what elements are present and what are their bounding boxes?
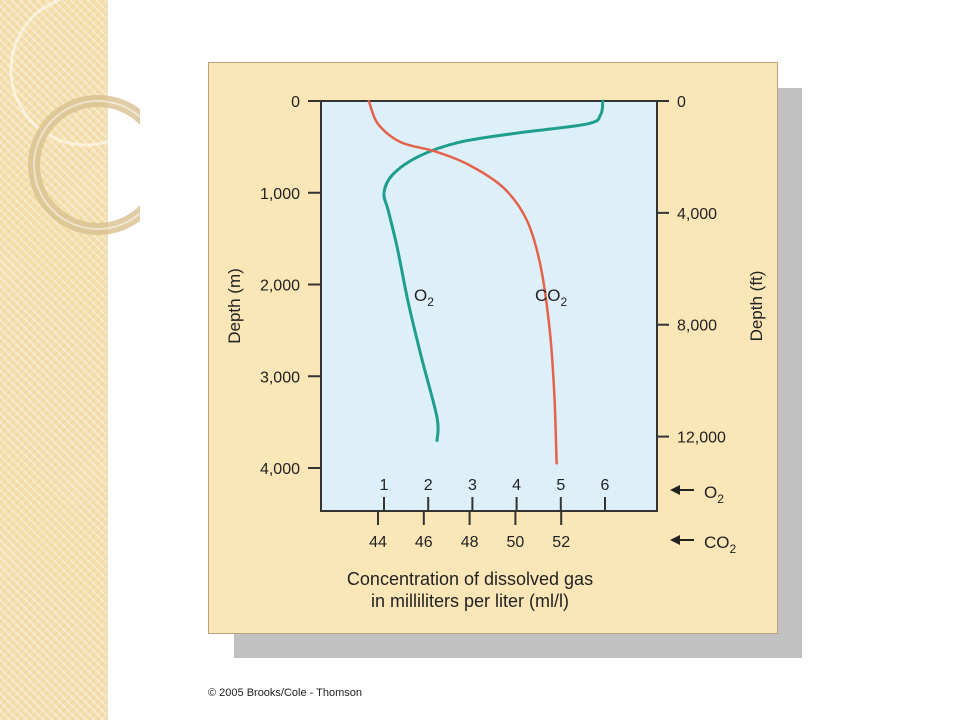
y-right-tick-label: 12,000: [677, 430, 726, 447]
o2-series-label: O2: [414, 286, 434, 309]
svg-text:O2: O2: [704, 483, 724, 506]
co2-series-line: [367, 99, 558, 465]
y-axis-right-title: Depth (ft): [747, 271, 766, 342]
y-left-tick-label: 3,000: [260, 369, 300, 386]
x-co2-tick-label: 46: [415, 534, 433, 551]
x-o2-tick-label: 5: [556, 477, 565, 494]
x-o2-tick-label: 6: [601, 477, 610, 494]
y-left-tick-label: 0: [291, 94, 300, 111]
y-right-tick-label: 4,000: [677, 206, 717, 223]
o2-axis-marker: O2: [670, 483, 724, 506]
x-axis-title-line2: in milliliters per liter (ml/l): [371, 591, 569, 611]
y-left-tick-label: 2,000: [260, 278, 300, 295]
x-co2-tick-label: 50: [507, 534, 525, 551]
y-axis-left-title: Depth (m): [225, 268, 244, 344]
x-o2-tick-label: 2: [424, 477, 433, 494]
o2-series-line: [382, 99, 605, 442]
y-left-tick-label: 1,000: [260, 186, 300, 203]
x-axis-title-line1: Concentration of dissolved gas: [347, 569, 593, 589]
x-o2-tick-label: 3: [468, 477, 477, 494]
plot-area: [320, 100, 658, 512]
stripe-divider: [106, 0, 108, 720]
co2-axis-marker: CO2: [670, 533, 737, 556]
x-o2-tick-label: 1: [380, 477, 389, 494]
y-right-tick-label: 0: [677, 94, 686, 111]
x-co2-tick-label: 48: [461, 534, 479, 551]
svg-text:CO2: CO2: [704, 533, 737, 556]
decorative-rings: [9, 0, 140, 235]
y-right-tick-label: 8,000: [677, 318, 717, 335]
co2-series-label: CO2: [535, 286, 568, 309]
x-co2-tick-label: 44: [369, 534, 387, 551]
copyright-credit: © 2005 Brooks/Cole - Thomson: [208, 687, 363, 699]
x-o2-tick-label: 4: [512, 477, 521, 494]
x-co2-tick-label: 52: [552, 534, 570, 551]
y-left-tick-label: 4,000: [260, 461, 300, 478]
